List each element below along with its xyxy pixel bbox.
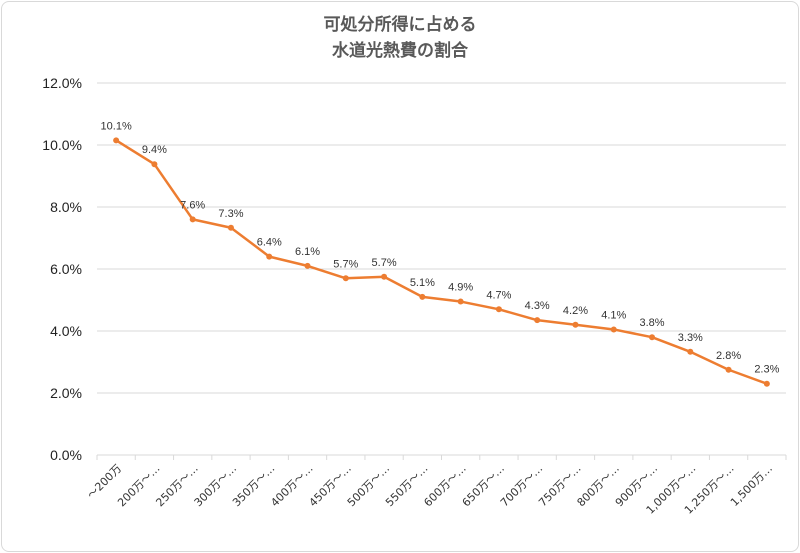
data-point <box>534 317 541 324</box>
data-label: 4.7% <box>486 289 511 301</box>
data-point <box>687 348 694 355</box>
data-label: 5.7% <box>333 258 358 270</box>
y-tick-label: 4.0% <box>50 323 82 339</box>
data-label: 5.7% <box>372 257 397 269</box>
y-tick-label: 10.0% <box>42 137 82 153</box>
data-label: 4.1% <box>601 309 626 321</box>
data-label: 4.3% <box>525 300 550 312</box>
data-point <box>227 224 234 231</box>
data-point <box>113 137 120 144</box>
data-label: 2.3% <box>754 364 779 376</box>
data-label: 3.8% <box>639 317 664 329</box>
chart-subtitle: 水道光熱費の割合 <box>332 41 468 61</box>
data-point <box>763 380 770 387</box>
data-label: 6.1% <box>295 246 320 258</box>
data-point <box>457 298 464 305</box>
data-point <box>495 306 502 313</box>
data-point <box>266 253 273 260</box>
data-label: 7.3% <box>218 208 243 220</box>
data-label: 3.3% <box>678 332 703 344</box>
data-label: 6.4% <box>257 237 282 249</box>
data-point <box>342 275 349 282</box>
data-label: 10.1% <box>101 120 132 132</box>
data-point <box>572 321 579 328</box>
chart-title: 可処分所得に占める <box>323 15 477 35</box>
data-point <box>610 326 617 333</box>
data-point <box>725 366 732 373</box>
data-label: 9.4% <box>142 144 167 156</box>
y-tick-label: 12.0% <box>42 75 82 91</box>
y-tick-label: 0.0% <box>50 447 82 463</box>
data-label: 4.2% <box>563 305 588 317</box>
data-point <box>189 216 196 223</box>
y-tick-label: 8.0% <box>50 199 82 215</box>
data-label: 5.1% <box>410 277 435 289</box>
x-tick-label: 1,500万… <box>728 462 775 509</box>
data-label: 7.6% <box>180 199 205 211</box>
y-tick-label: 6.0% <box>50 261 82 277</box>
y-tick-label: 2.0% <box>50 385 82 401</box>
data-point <box>419 293 426 300</box>
series-line <box>115 139 768 385</box>
data-point <box>304 262 311 269</box>
data-label: 2.8% <box>716 350 741 362</box>
data-point <box>649 334 656 341</box>
data-point <box>381 273 388 280</box>
data-label: 4.9% <box>448 282 473 294</box>
data-point <box>151 161 158 168</box>
